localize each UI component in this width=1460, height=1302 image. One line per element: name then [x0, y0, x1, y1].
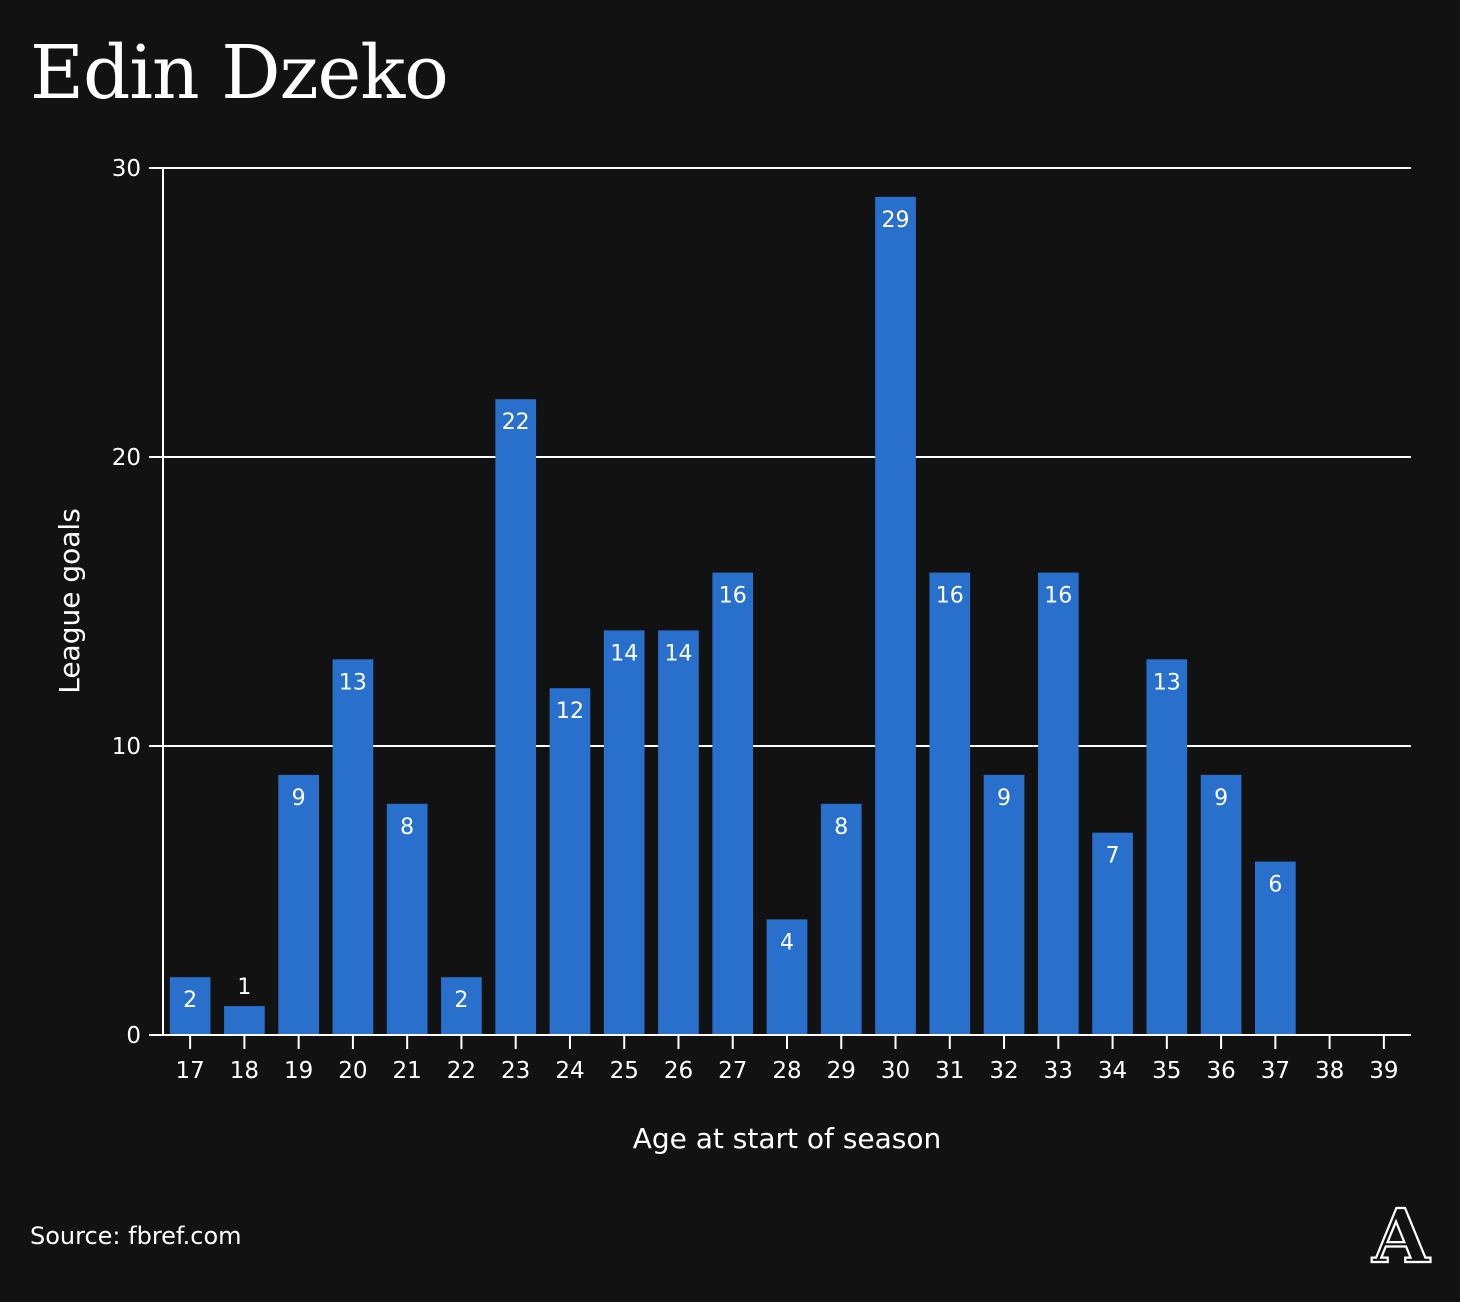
y-tick-label: 20	[112, 445, 141, 471]
x-tick-label: 39	[1369, 1058, 1398, 1084]
bar-value-label: 2	[454, 988, 468, 1013]
x-tick-label: 24	[555, 1058, 584, 1084]
bars	[169, 196, 1296, 1035]
bar-age-26	[658, 630, 699, 1035]
bar-value-label: 29	[882, 208, 910, 233]
x-tick-label: 35	[1152, 1058, 1181, 1084]
x-tick-label: 34	[1098, 1058, 1127, 1084]
bar-value-label: 13	[339, 670, 367, 695]
bar-age-29	[820, 803, 862, 1035]
bar-age-23	[495, 399, 537, 1035]
x-tick-label: 20	[338, 1058, 367, 1084]
chart-title: Edin Dzeko	[30, 30, 449, 116]
y-tick-label: 30	[112, 156, 141, 182]
bar-value-label: 14	[610, 641, 638, 666]
bar-value-label: 8	[834, 815, 848, 840]
bar-value-label: 16	[1044, 584, 1072, 609]
bar-age-27	[712, 572, 754, 1035]
bar-value-label: 13	[1153, 670, 1181, 695]
logo-letter: A	[1371, 1200, 1431, 1270]
bar-value-label: 12	[556, 699, 584, 724]
bar-age-20	[332, 659, 374, 1035]
x-axis-title: Age at start of season	[633, 1122, 942, 1155]
x-tick-label: 38	[1315, 1058, 1344, 1084]
x-tick-label: 26	[664, 1058, 693, 1084]
source-note: Source: fbref.com	[30, 1222, 242, 1250]
bar-value-label: 14	[664, 641, 692, 666]
x-tick-label: 29	[827, 1058, 856, 1084]
bar-value-label: 9	[292, 786, 306, 811]
bar-age-21	[386, 803, 428, 1035]
bar-value-label: 6	[1268, 873, 1282, 898]
bar-value-label: 2	[183, 988, 197, 1013]
bar-value-label: 8	[400, 815, 414, 840]
bar-value-label: 7	[1106, 844, 1120, 869]
bar-age-36	[1200, 774, 1242, 1035]
bar-age-18	[224, 1006, 265, 1035]
bar-age-32	[983, 774, 1025, 1035]
x-tick-label: 33	[1044, 1058, 1073, 1084]
x-tick-label: 31	[935, 1058, 964, 1084]
bar-value-label: 9	[1214, 786, 1228, 811]
x-tick-label: 36	[1206, 1058, 1235, 1084]
x-tick-label: 17	[175, 1058, 204, 1084]
bar-age-24	[549, 688, 591, 1035]
x-tick-label: 21	[393, 1058, 422, 1084]
x-tick-label: 28	[772, 1058, 801, 1084]
bar-age-34	[1092, 832, 1133, 1035]
x-tick-label: 22	[447, 1058, 476, 1084]
bar-value-label: 16	[719, 584, 747, 609]
bar-value-label: 22	[502, 410, 530, 435]
bar-age-35	[1146, 659, 1188, 1035]
x-tick-label: 32	[989, 1058, 1018, 1084]
bar-age-31	[929, 572, 971, 1035]
y-tick-label: 10	[112, 734, 141, 760]
bar-age-17	[169, 977, 211, 1035]
x-tick-label: 19	[284, 1058, 313, 1084]
bar-age-37	[1255, 861, 1296, 1035]
bar-value-label: 9	[997, 786, 1011, 811]
bar-age-19	[278, 774, 319, 1035]
x-tick-label: 30	[881, 1058, 910, 1084]
x-tick-label: 23	[501, 1058, 530, 1084]
bar-age-28	[766, 919, 808, 1035]
x-tick-label: 25	[610, 1058, 639, 1084]
bar-age-25	[603, 630, 645, 1035]
athletic-a-logo-icon: A	[1370, 1200, 1432, 1270]
x-tick-label: 27	[718, 1058, 747, 1084]
x-tick-label: 37	[1261, 1058, 1290, 1084]
y-axis-title: League goals	[53, 508, 86, 694]
bar-age-30	[875, 196, 916, 1035]
y-tick-label: 0	[126, 1023, 141, 1049]
bar-value-label: 16	[936, 584, 964, 609]
bar-value-label: 1	[237, 975, 251, 1000]
bar-age-22	[441, 977, 482, 1035]
bar-age-33	[1037, 572, 1079, 1035]
bar-value-label: 4	[780, 930, 794, 955]
x-tick-label: 18	[230, 1058, 259, 1084]
